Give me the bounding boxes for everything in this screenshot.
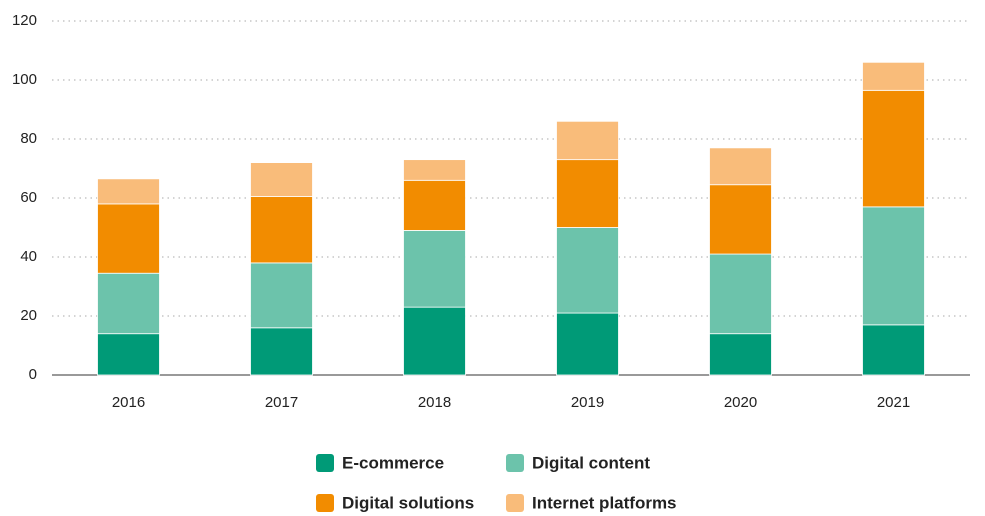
y-tick-label: 0 — [29, 366, 37, 383]
bar-segment — [709, 184, 772, 255]
bar-segment — [97, 178, 160, 205]
bar-segment — [403, 306, 466, 376]
y-tick-label: 20 — [20, 307, 37, 324]
bar-segment — [862, 324, 925, 376]
bar-segment — [862, 206, 925, 326]
x-tick-label: 2020 — [724, 394, 757, 411]
bar-segment — [250, 162, 313, 197]
x-tick-label: 2017 — [265, 394, 298, 411]
legend-text: E-commerce — [342, 453, 444, 472]
bar-segment — [250, 196, 313, 264]
bar-segment — [403, 230, 466, 308]
bar-segment — [862, 61, 925, 91]
bar-segment — [97, 333, 160, 376]
x-tick-label: 2018 — [418, 394, 451, 411]
bar-segment — [709, 333, 772, 376]
bar-segment — [556, 312, 619, 376]
legend-swatch — [316, 454, 334, 472]
y-tick-label: 40 — [20, 248, 37, 265]
bar-segment — [709, 253, 772, 335]
legend-swatch — [506, 454, 524, 472]
bar-segment — [250, 327, 313, 376]
legend-text: Digital solutions — [342, 493, 474, 512]
y-tick-label: 120 — [12, 12, 37, 29]
legend-swatch — [316, 494, 334, 512]
bar-segment — [403, 159, 466, 181]
y-tick-label: 60 — [20, 189, 37, 206]
y-tick-label: 100 — [12, 71, 37, 88]
x-tick-label: 2021 — [877, 394, 910, 411]
x-tick-label: 2019 — [571, 394, 604, 411]
legend-text: Internet platforms — [532, 493, 677, 512]
bar-segment — [556, 227, 619, 314]
y-tick-label: 80 — [20, 130, 37, 147]
bar-segment — [403, 179, 466, 231]
bar-segment — [709, 147, 772, 186]
legend-swatch — [506, 494, 524, 512]
bar-segment — [97, 203, 160, 274]
bar-segment — [97, 272, 160, 335]
x-tick-label: 2016 — [112, 394, 145, 411]
bar-segment — [862, 89, 925, 208]
bar-segment — [556, 120, 619, 161]
legend-text: Digital content — [532, 453, 650, 472]
bar-segment — [250, 262, 313, 329]
bar-segment — [556, 159, 619, 228]
